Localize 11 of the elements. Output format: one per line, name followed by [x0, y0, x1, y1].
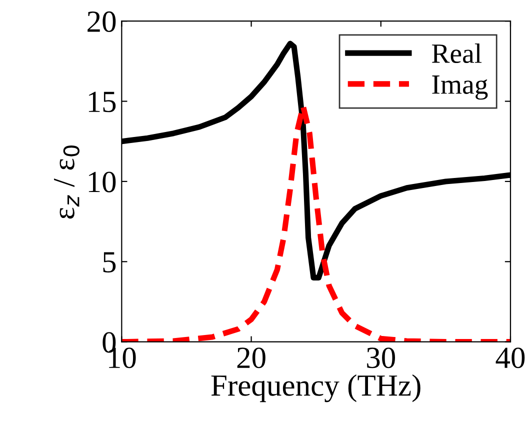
y-tick-label: 10: [88, 172, 116, 192]
legend-label: Imag: [432, 75, 488, 100]
x-tick-label: 30: [367, 348, 395, 368]
x-axis-title: Frequency (THz): [211, 374, 420, 402]
legend-label: Real: [432, 43, 482, 64]
y-tick-label: 15: [88, 92, 116, 112]
x-tick-label: 20: [237, 348, 266, 368]
x-tick-label: 40: [496, 348, 525, 368]
y-tick-label: 5: [103, 252, 116, 273]
y-axis-title: ε$_{z}$ / ε$_{0}$: [54, 146, 80, 219]
y-tick-label: 20: [88, 11, 116, 32]
